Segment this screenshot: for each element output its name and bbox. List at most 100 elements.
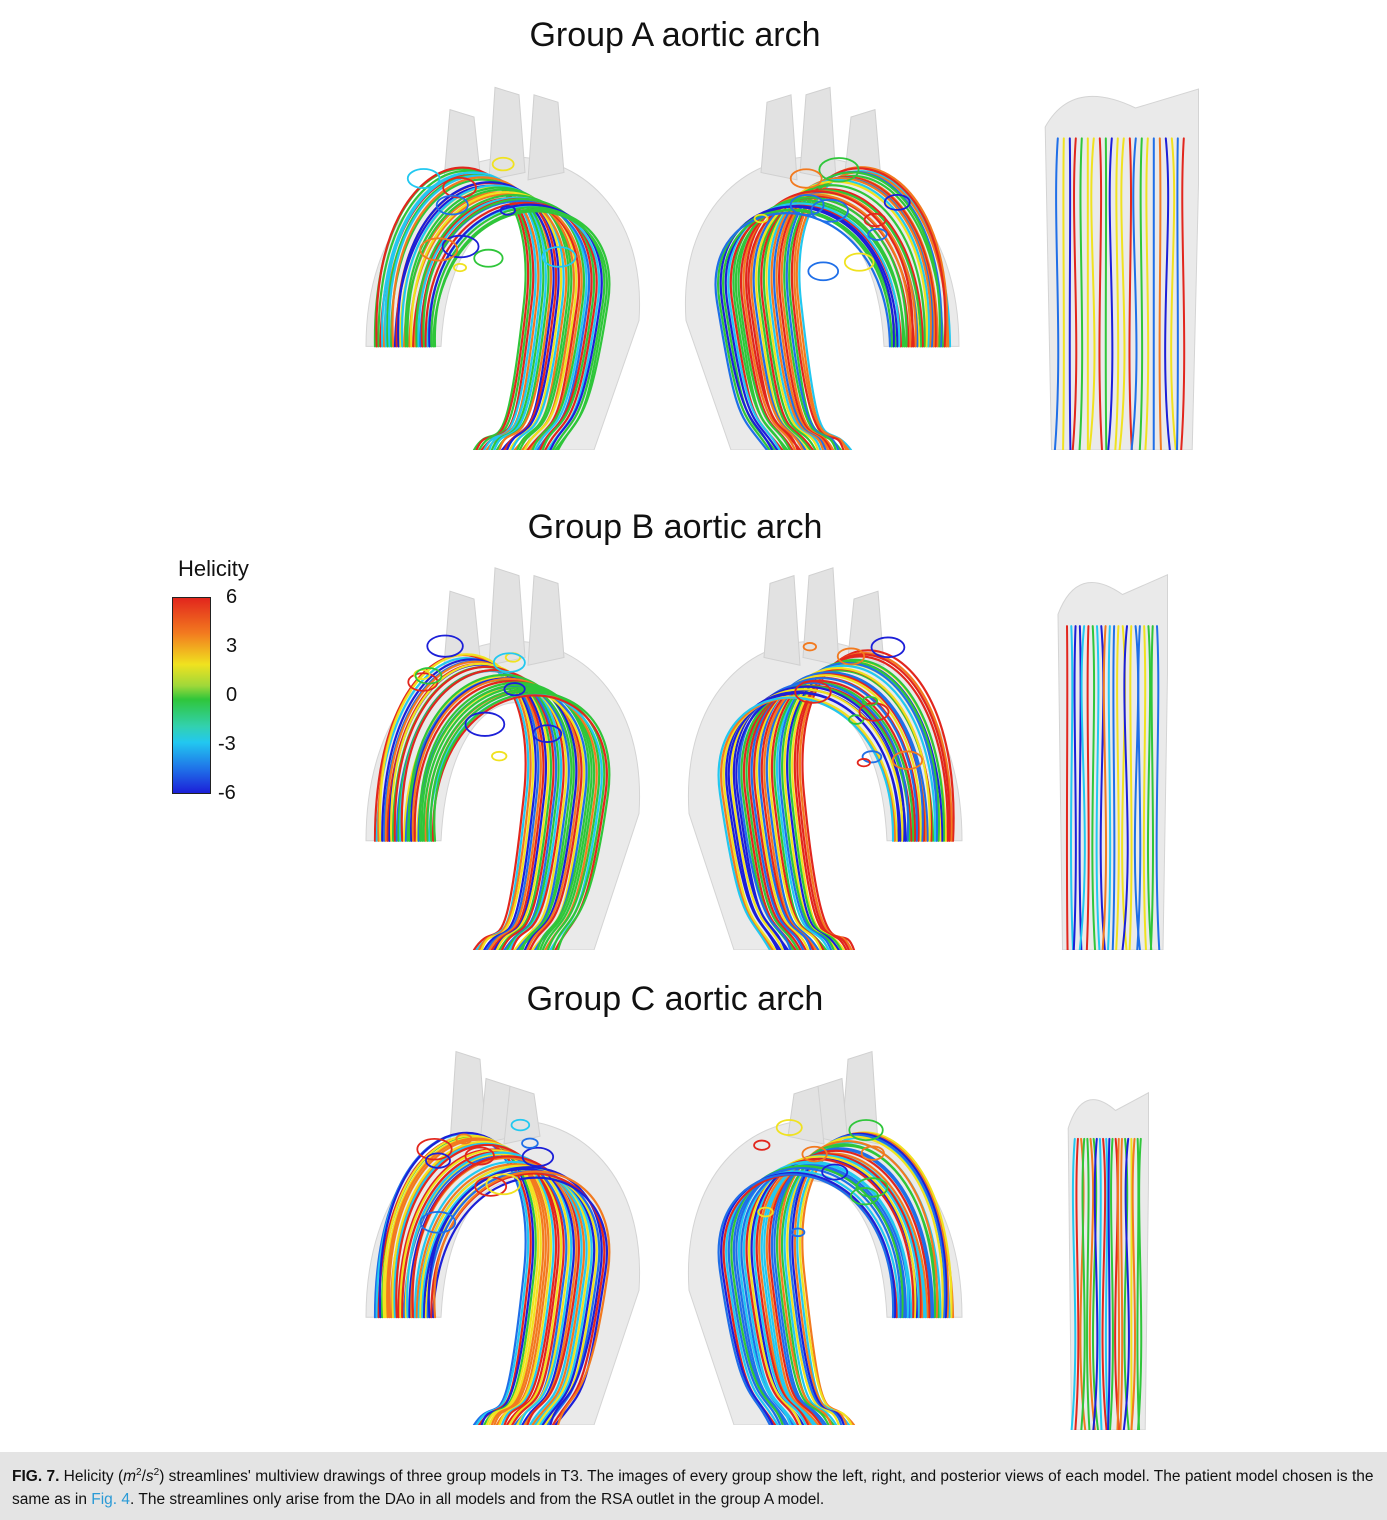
streamline: [1146, 625, 1153, 950]
branch-vessel: [787, 1085, 825, 1145]
helical-loop: [861, 750, 883, 764]
streamline: [765, 180, 929, 450]
streamline: [722, 695, 898, 950]
streamline: [1078, 137, 1084, 450]
figure-caption: FIG. 7. Helicity (m2/s2) streamlines' mu…: [0, 1452, 1387, 1520]
streamline: [1098, 137, 1103, 450]
helical-loop: [860, 1145, 885, 1161]
streamline: [742, 193, 912, 450]
streamline: [397, 1148, 560, 1425]
streamline: [1078, 625, 1083, 950]
streamline: [717, 209, 893, 450]
helical-loop: [521, 1146, 555, 1168]
helical-loop: [818, 157, 860, 183]
streamline: [1104, 1137, 1110, 1430]
streamline: [400, 669, 565, 950]
helical-loop: [541, 246, 577, 268]
streamline: [732, 199, 904, 450]
branch-vessel: [799, 86, 837, 181]
streamline: [755, 674, 922, 950]
streamline: [1074, 1137, 1080, 1430]
streamline: [432, 1176, 609, 1425]
helical-loop: [863, 212, 887, 228]
helical-loop: [790, 1227, 806, 1238]
streamline: [717, 696, 895, 950]
streamline: [411, 677, 580, 950]
colorbar-tick-label: 0: [226, 684, 238, 706]
streamline: [1176, 137, 1179, 450]
streamline: [1101, 1137, 1108, 1430]
figure-label: FIG. 7.: [12, 1468, 60, 1486]
streamline: [406, 188, 573, 450]
streamline: [1118, 137, 1126, 450]
helical-loop: [455, 1133, 473, 1145]
caption-text: Helicity (: [59, 1468, 124, 1486]
helical-loop: [821, 1163, 849, 1181]
branch-vessel: [449, 1050, 487, 1145]
streamline: [1130, 1137, 1137, 1430]
colorbar-title: Helicity: [178, 556, 249, 581]
streamline: [1155, 625, 1161, 950]
streamline: [1091, 625, 1097, 950]
streamline: [753, 1154, 920, 1425]
streamline: [1101, 625, 1108, 950]
unit-slash: /: [141, 1468, 146, 1486]
helical-loop: [801, 1145, 828, 1163]
helical-loop: [464, 711, 506, 737]
helical-loop: [406, 168, 441, 189]
streamline: [1116, 1137, 1121, 1430]
streamline: [433, 691, 611, 950]
group-c-posterior-view: [1055, 1075, 1165, 1430]
helical-loop: [491, 156, 515, 172]
streamline: [1071, 137, 1078, 450]
figure-4-link[interactable]: Fig. 4: [91, 1491, 131, 1509]
unit-exponent: 2: [153, 1467, 160, 1478]
streamline: [742, 684, 913, 950]
helical-loop: [426, 634, 464, 658]
streamline: [720, 1172, 896, 1425]
streamline: [735, 1164, 907, 1425]
streamline: [1180, 137, 1186, 450]
streamline: [795, 171, 950, 450]
streamline: [421, 1166, 593, 1425]
streamline: [418, 681, 591, 950]
streamline: [1085, 625, 1090, 950]
streamline: [737, 681, 910, 950]
streamline: [1107, 1137, 1111, 1430]
helical-loop: [856, 758, 871, 768]
streamline: [745, 681, 915, 950]
streamline: [415, 194, 586, 450]
streamline: [399, 1149, 563, 1425]
streamline: [755, 1153, 922, 1425]
streamline: [393, 665, 555, 950]
streamline: [1149, 625, 1155, 950]
helical-loop: [757, 1206, 774, 1218]
streamline: [404, 186, 570, 450]
streamline: [1115, 625, 1120, 950]
streamline: [1136, 1137, 1143, 1430]
helical-loop: [453, 263, 468, 273]
colorbar-tick-label: -6: [218, 782, 236, 804]
streamline: [433, 208, 611, 450]
group-a-left-view: [360, 80, 660, 450]
streamline: [413, 1160, 583, 1425]
helical-loop: [861, 695, 879, 707]
helical-loop: [491, 750, 508, 762]
colorbar-tick-label: 3: [226, 635, 238, 657]
helical-loop: [848, 714, 865, 725]
helical-loop: [492, 652, 526, 673]
streamline: [424, 201, 598, 450]
streamline: [750, 190, 917, 450]
streamline: [1065, 625, 1069, 950]
helical-loop: [855, 1177, 889, 1198]
streamline: [730, 688, 904, 950]
helical-loop: [789, 194, 825, 216]
group-b-right-view: [668, 560, 968, 950]
helical-loop: [794, 680, 832, 704]
streamline: [390, 662, 550, 950]
streamline: [417, 196, 588, 450]
helical-loop: [499, 205, 517, 216]
branch-vessel: [488, 567, 526, 666]
helical-loop: [503, 682, 526, 697]
group-b-posterior-view: [1040, 555, 1190, 950]
